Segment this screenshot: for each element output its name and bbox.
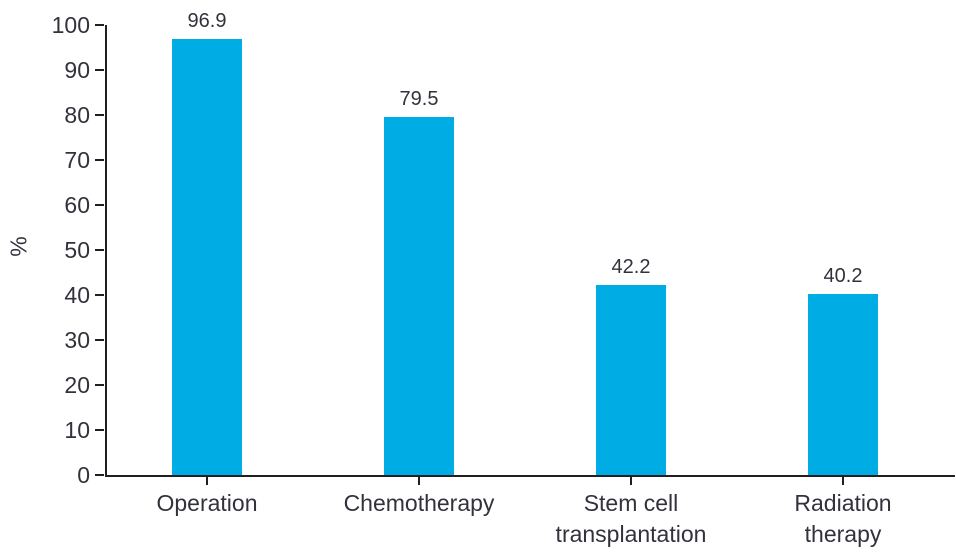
- bar-value-label: 42.2: [611, 256, 651, 279]
- y-tick-label: 60: [64, 192, 90, 218]
- x-category-line: Radiation: [794, 490, 892, 516]
- x-category-line: therapy: [804, 521, 882, 547]
- y-tick-mark: [95, 474, 104, 476]
- y-tick-mark: [95, 114, 104, 116]
- y-tick-label: 100: [51, 12, 90, 38]
- bar-value-label: 96.9: [187, 9, 227, 32]
- y-tick-label: 70: [64, 147, 90, 173]
- x-category-line: transplantation: [555, 521, 707, 547]
- y-tick-label: 90: [64, 57, 90, 83]
- x-tick-mark: [418, 477, 420, 485]
- y-axis-title: %: [5, 236, 32, 257]
- bar-value-label: 40.2: [823, 265, 863, 288]
- x-category-line: Chemotherapy: [343, 490, 495, 516]
- x-category-line: Operation: [156, 490, 258, 516]
- x-category-label: Stem cell transplantation: [556, 488, 707, 550]
- x-category-label: Radiation therapy: [794, 488, 891, 550]
- y-tick-mark: [95, 294, 104, 296]
- y-tick-mark: [95, 24, 104, 26]
- x-tick-mark: [206, 477, 208, 485]
- x-category-label: Chemotherapy: [344, 488, 495, 519]
- y-tick-mark: [95, 429, 104, 431]
- y-tick-label: 0: [77, 462, 90, 488]
- y-tick-label: 30: [64, 327, 90, 353]
- bar: 42.2 Stem cell transplantation: [556, 256, 707, 547]
- y-tick-label: 50: [64, 237, 90, 263]
- y-tick-mark: [95, 384, 104, 386]
- y-tick-mark: [95, 249, 104, 251]
- x-category-line: Stem cell: [583, 490, 679, 516]
- y-tick-mark: [95, 159, 104, 161]
- y-tick-label: 20: [64, 372, 90, 398]
- x-category-label: Operation: [156, 488, 257, 519]
- y-tick-label: 80: [64, 102, 90, 128]
- x-tick-mark: [630, 477, 632, 485]
- y-tick-label: 10: [64, 417, 90, 443]
- x-tick-mark: [842, 477, 844, 485]
- y-tick-label: 40: [64, 282, 90, 308]
- bar: 96.9 Operation: [156, 10, 257, 516]
- y-tick-mark: [95, 69, 104, 71]
- bar: 40.2 Radiation therapy: [794, 265, 891, 547]
- y-tick-mark: [95, 339, 104, 341]
- plot-area: 0 10 20 30 40 50 60 70 80 90 100 96.9 Operation 79.5 C…: [52, 10, 955, 547]
- bar: 79.5 Chemotherapy: [344, 88, 495, 516]
- y-tick-mark: [95, 204, 104, 206]
- bar-value-label: 79.5: [399, 88, 439, 111]
